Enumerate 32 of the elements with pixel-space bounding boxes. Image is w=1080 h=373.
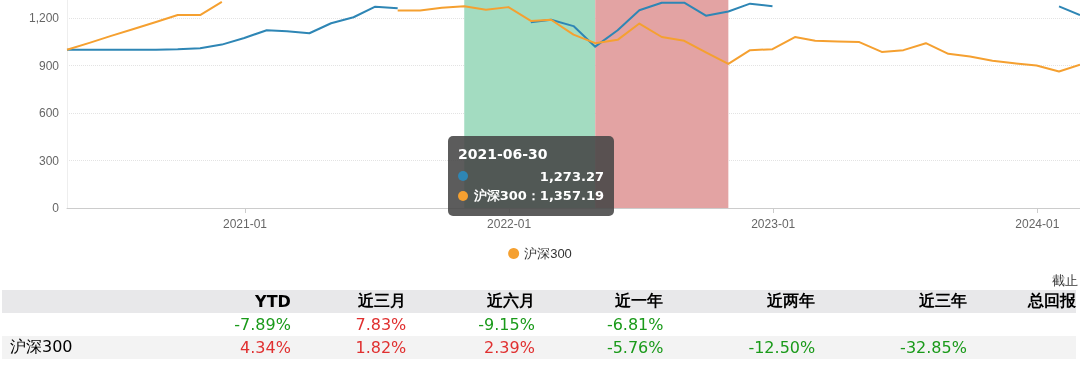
data-label: 1.82% <box>355 338 407 357</box>
data-label: -6.81% <box>606 315 664 334</box>
x-tick-label: 2024-01 <box>1015 217 1060 231</box>
category-label: 近三月 <box>290 290 407 313</box>
data-label: -32.85% <box>900 338 967 357</box>
data-label: 2.39% <box>484 338 535 357</box>
category-label: 近三年 <box>815 290 967 313</box>
category-label: 总回报 <box>966 290 1076 313</box>
y-tick-label: 1,200 <box>28 11 60 26</box>
x-tick-label: 2022-01 <box>487 217 532 231</box>
x-tick-label: 2023-01 <box>751 217 796 231</box>
category-label: 近一年 <box>534 290 664 313</box>
data-label: -5.76% <box>606 338 664 357</box>
text: 沪深300 <box>9 336 74 358</box>
y-tick-label: 600 <box>38 106 60 121</box>
annotation: 沪深300：1,357.19 <box>473 187 604 205</box>
legend-label: 沪深300 <box>524 246 572 261</box>
category-label: 近两年 <box>663 290 816 313</box>
text: 截止 <box>1052 272 1078 290</box>
data-label: 7.83% <box>355 315 407 334</box>
y-tick-label: 300 <box>38 153 60 168</box>
data-label: -12.50% <box>748 338 816 357</box>
category-label: YTD <box>162 290 291 313</box>
annotation: 2021-06-30 <box>458 146 549 162</box>
data-label: 4.34% <box>240 338 291 357</box>
y-tick-label: 900 <box>38 58 60 73</box>
y-tick-label: 0 <box>52 201 60 215</box>
category-label: 近六月 <box>406 290 535 313</box>
x-tick-label: 2021-01 <box>222 217 268 231</box>
data-label: -9.15% <box>478 315 535 334</box>
annotation: 1,273.27 <box>539 168 604 184</box>
data-label: -7.89% <box>234 315 291 334</box>
